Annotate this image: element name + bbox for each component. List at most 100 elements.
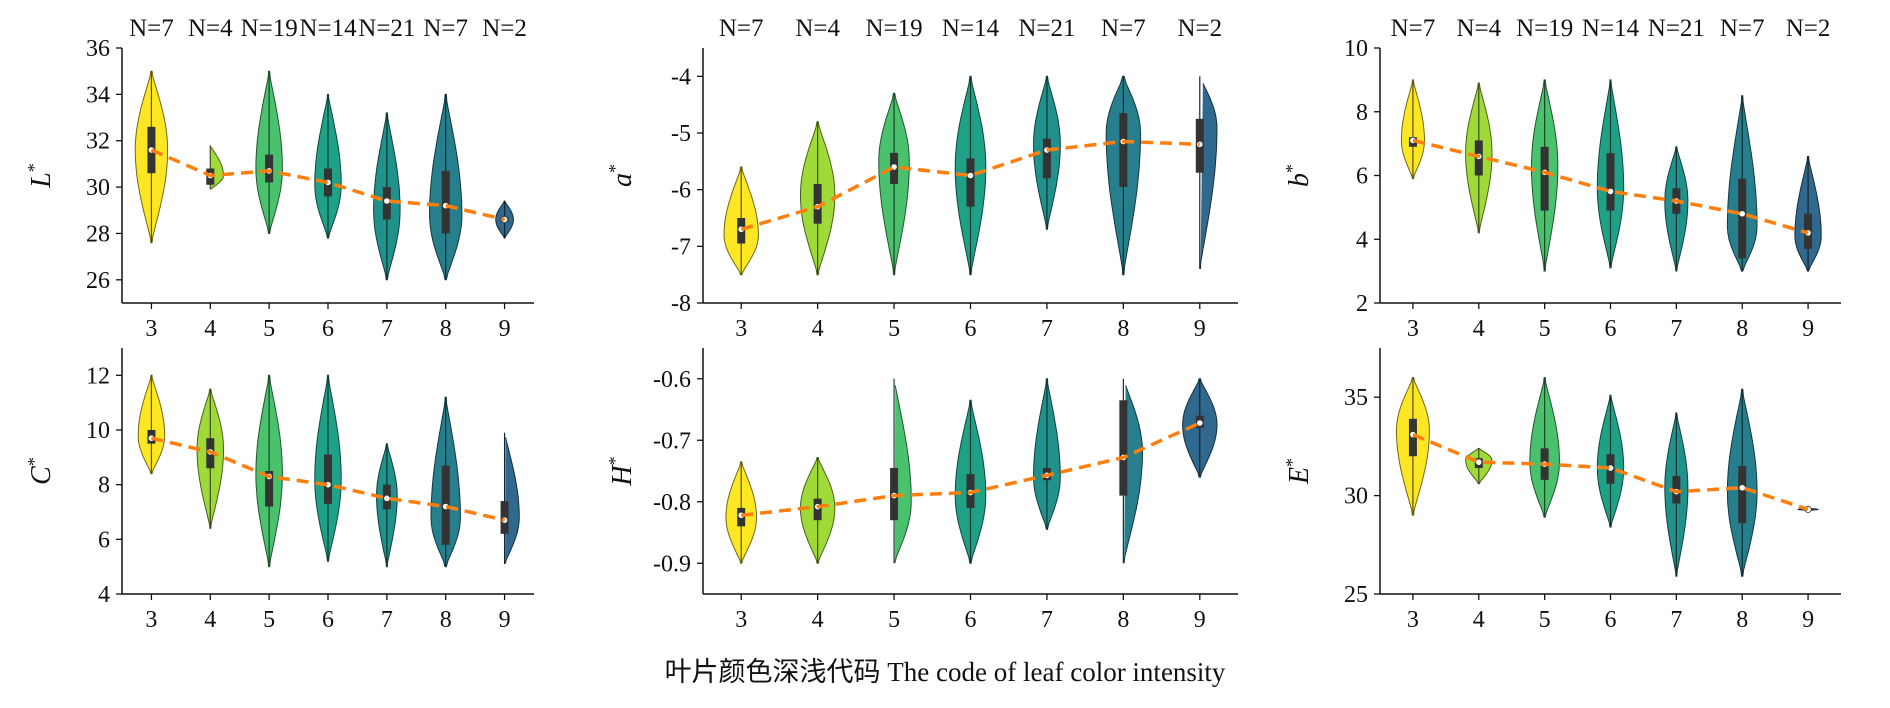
trend-line: [150, 148, 506, 222]
median-dot-8: [1738, 210, 1746, 218]
y-axis-label: L*: [24, 163, 57, 189]
x-tick-label: 3: [735, 316, 747, 342]
y-tick-label: 30: [1344, 484, 1368, 510]
x-tick-label: 6: [965, 316, 977, 342]
panel-4: 4 6 8 10 12 C* 3 4 5 6 7 8 9: [24, 348, 534, 633]
x-tick-label: 4: [812, 607, 824, 633]
x-tick-label: 8: [1736, 607, 1748, 633]
y-tick-label: 12: [86, 363, 110, 389]
sample-size-label: N=14: [942, 15, 1000, 42]
y-tick-label: -0.7: [653, 428, 691, 454]
y-tick-label: 8: [98, 473, 110, 499]
y-tick-label: -0.8: [653, 490, 691, 516]
x-tick-label: 5: [888, 607, 900, 633]
x-tick-label: 6: [322, 316, 334, 342]
median-dot-7: [383, 494, 391, 502]
sample-size-label: N=19: [1516, 15, 1573, 42]
sample-size-label: N=14: [1582, 15, 1640, 42]
sample-size-label: N=2: [1177, 15, 1222, 42]
y-axis-label: C*: [24, 457, 57, 485]
x-tick-label: 5: [1539, 316, 1551, 342]
panel-2: -8 -7 -6 -5 -4 a* N=7 N=4 N=19 N=14 N=21 N=7 N=2 3 4 5 6…: [605, 15, 1238, 342]
sample-size-label: N=7: [129, 15, 174, 42]
x-tick-label: 8: [440, 316, 452, 342]
sample-size-label: N=19: [865, 15, 922, 42]
x-tick-label: 6: [965, 607, 977, 633]
sample-size-label: N=14: [299, 15, 357, 42]
y-tick-label: -8: [671, 291, 691, 317]
y-tick-label: 4: [1356, 227, 1368, 253]
x-tick-label: 4: [1473, 316, 1485, 342]
x-tick-label: 8: [1736, 316, 1748, 342]
violin-box-5: [1540, 146, 1549, 211]
sample-size-label: N=21: [358, 15, 415, 42]
violin-box-7: [1042, 138, 1051, 179]
sample-size-label: N=2: [1786, 15, 1831, 42]
y-tick-label: -7: [671, 234, 691, 260]
y-tick-label: -0.9: [653, 551, 691, 577]
y-tick-label: 10: [86, 418, 110, 444]
y-tick-label: 10: [1344, 36, 1368, 62]
y-tick-label: 28: [86, 221, 110, 247]
sample-size-label: N=7: [423, 15, 468, 42]
sample-size-label: N=2: [482, 15, 527, 42]
x-tick-label: 4: [1473, 607, 1485, 633]
x-tick-label: 7: [381, 316, 393, 342]
y-tick-label: 25: [1344, 582, 1368, 608]
x-tick-label: 4: [204, 316, 216, 342]
y-tick-label: 6: [98, 527, 110, 553]
sample-size-label: N=7: [1391, 15, 1436, 42]
y-tick-label: 32: [86, 129, 110, 155]
violin-5: [894, 385, 912, 564]
trend-line: [1412, 138, 1809, 235]
violin-box-8: [1119, 400, 1128, 496]
violin-box-6: [1606, 153, 1615, 211]
x-tick-label: 3: [145, 316, 157, 342]
violin-box-8: [1119, 113, 1128, 187]
panel-6: 25 30 35 E* 3 4 5 6 7 8 9: [1282, 348, 1841, 633]
x-tick-label: 3: [735, 607, 747, 633]
x-tick-label: 5: [263, 607, 275, 633]
x-tick-label: 8: [1117, 316, 1129, 342]
panel-3: 2 4 6 8 10 b* N=7 N=4 N=19 N=14 N=21 N=7 N=2 3 4 5 6 7 8 9: [1282, 15, 1841, 342]
sample-size-label: N=21: [1648, 15, 1705, 42]
violin-box-6: [966, 158, 975, 207]
x-tick-label: 6: [1605, 316, 1617, 342]
x-tick-label: 9: [1194, 316, 1206, 342]
violin-9: [504, 437, 520, 565]
x-tick-label: 4: [812, 316, 824, 342]
y-tick-label: 30: [86, 175, 110, 201]
x-tick-label: 6: [322, 607, 334, 633]
x-tick-label: 6: [1605, 607, 1617, 633]
x-tick-label: 7: [1041, 316, 1053, 342]
violin-box-6: [324, 454, 332, 504]
median-dot-9: [1196, 419, 1204, 427]
x-tick-label: 8: [440, 607, 452, 633]
sample-size-label: N=4: [1456, 15, 1501, 42]
y-tick-label: 26: [86, 268, 110, 294]
violin-box-5: [265, 471, 274, 507]
x-tick-label: 7: [1041, 607, 1053, 633]
median-dot-6: [966, 171, 975, 180]
y-tick-label: 35: [1344, 385, 1368, 411]
sample-size-label: N=4: [795, 15, 840, 42]
x-tick-label: 9: [1802, 316, 1814, 342]
y-tick-label: 4: [98, 582, 110, 608]
x-tick-label: 5: [1539, 607, 1551, 633]
sample-size-label: N=7: [1101, 15, 1146, 42]
x-tick-label: 3: [145, 607, 157, 633]
violin-8: [1123, 385, 1144, 564]
violin-9: [1200, 82, 1218, 270]
y-axis-label: a*: [605, 164, 638, 187]
violin-box-8: [1738, 466, 1747, 524]
y-tick-label: -6: [671, 178, 691, 204]
x-tick-label: 7: [381, 607, 393, 633]
sample-size-label: N=7: [1720, 15, 1765, 42]
trend-line: [151, 436, 505, 522]
x-tick-label: 9: [1194, 607, 1206, 633]
figure-x-axis-label: 叶片颜色深浅代码 The code of leaf color intensit…: [664, 657, 1226, 687]
x-tick-label: 8: [1117, 607, 1129, 633]
y-tick-label: -5: [671, 121, 691, 147]
